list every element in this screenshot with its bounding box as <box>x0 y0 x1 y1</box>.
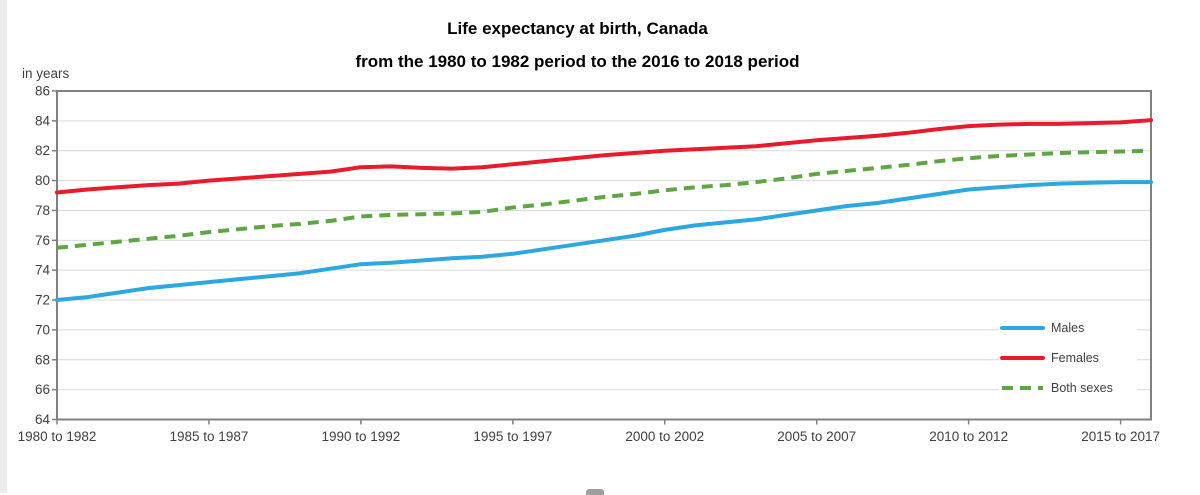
y-tick-label: 64 <box>35 412 51 427</box>
y-tick-label: 78 <box>35 203 50 218</box>
horizontal-scrollbar-thumb[interactable] <box>586 489 604 495</box>
plot-border <box>56 90 1152 421</box>
legend-label-females: Females <box>1051 351 1099 365</box>
x-tick-label: 2010 to 2012 <box>929 429 1008 444</box>
y-tick-label: 68 <box>35 352 50 367</box>
x-tick-label: 2000 to 2002 <box>625 429 704 444</box>
y-tick-label: 70 <box>35 322 50 337</box>
legend-item-females: Females <box>999 345 1137 371</box>
y-axis-unit-label: in years <box>22 66 70 81</box>
series-line-both-sexes <box>56 148 1152 250</box>
x-tick-label: 2015 to 2017 <box>1081 429 1160 444</box>
series-line-males <box>55 180 1153 302</box>
x-tick-label: 2005 to 2007 <box>777 429 856 444</box>
legend-label-both-sexes: Both sexes <box>1051 381 1113 395</box>
y-tick-label: 72 <box>35 293 50 308</box>
y-tick-label: 86 <box>35 84 50 99</box>
chart-title-line1: Life expectancy at birth, Canada <box>447 19 708 38</box>
y-tick-label: 76 <box>35 233 50 248</box>
x-tick-label: 1995 to 1997 <box>473 429 552 444</box>
series-line-females <box>55 118 1153 195</box>
x-tick-label: 1990 to 1992 <box>321 429 400 444</box>
chart-title-line2: from the 1980 to 1982 period to the 2016… <box>355 52 800 71</box>
legend-label-males: Males <box>1051 321 1085 335</box>
x-tick-label: 1980 to 1982 <box>18 429 97 444</box>
legend-swatch-females-icon <box>1000 356 1045 360</box>
y-tick-label: 84 <box>35 113 51 128</box>
y-tick-label: 66 <box>35 382 50 397</box>
window-edge-strip <box>0 0 7 493</box>
legend-item-both-sexes: Both sexes <box>999 375 1137 401</box>
y-tick-label: 80 <box>35 173 50 188</box>
chart-title-block: Life expectancy at birth, Canada from th… <box>0 12 1155 78</box>
legend-item-males: Males <box>999 315 1137 341</box>
x-tick-label: 1985 to 1987 <box>170 429 249 444</box>
y-tick-label: 74 <box>35 263 51 278</box>
legend-swatch-males-icon <box>1000 326 1045 330</box>
legend-swatch-both-sexes-icon <box>1002 386 1043 390</box>
y-tick-label: 82 <box>35 143 50 158</box>
chart-legend: Males Females Both sexes <box>999 313 1137 403</box>
